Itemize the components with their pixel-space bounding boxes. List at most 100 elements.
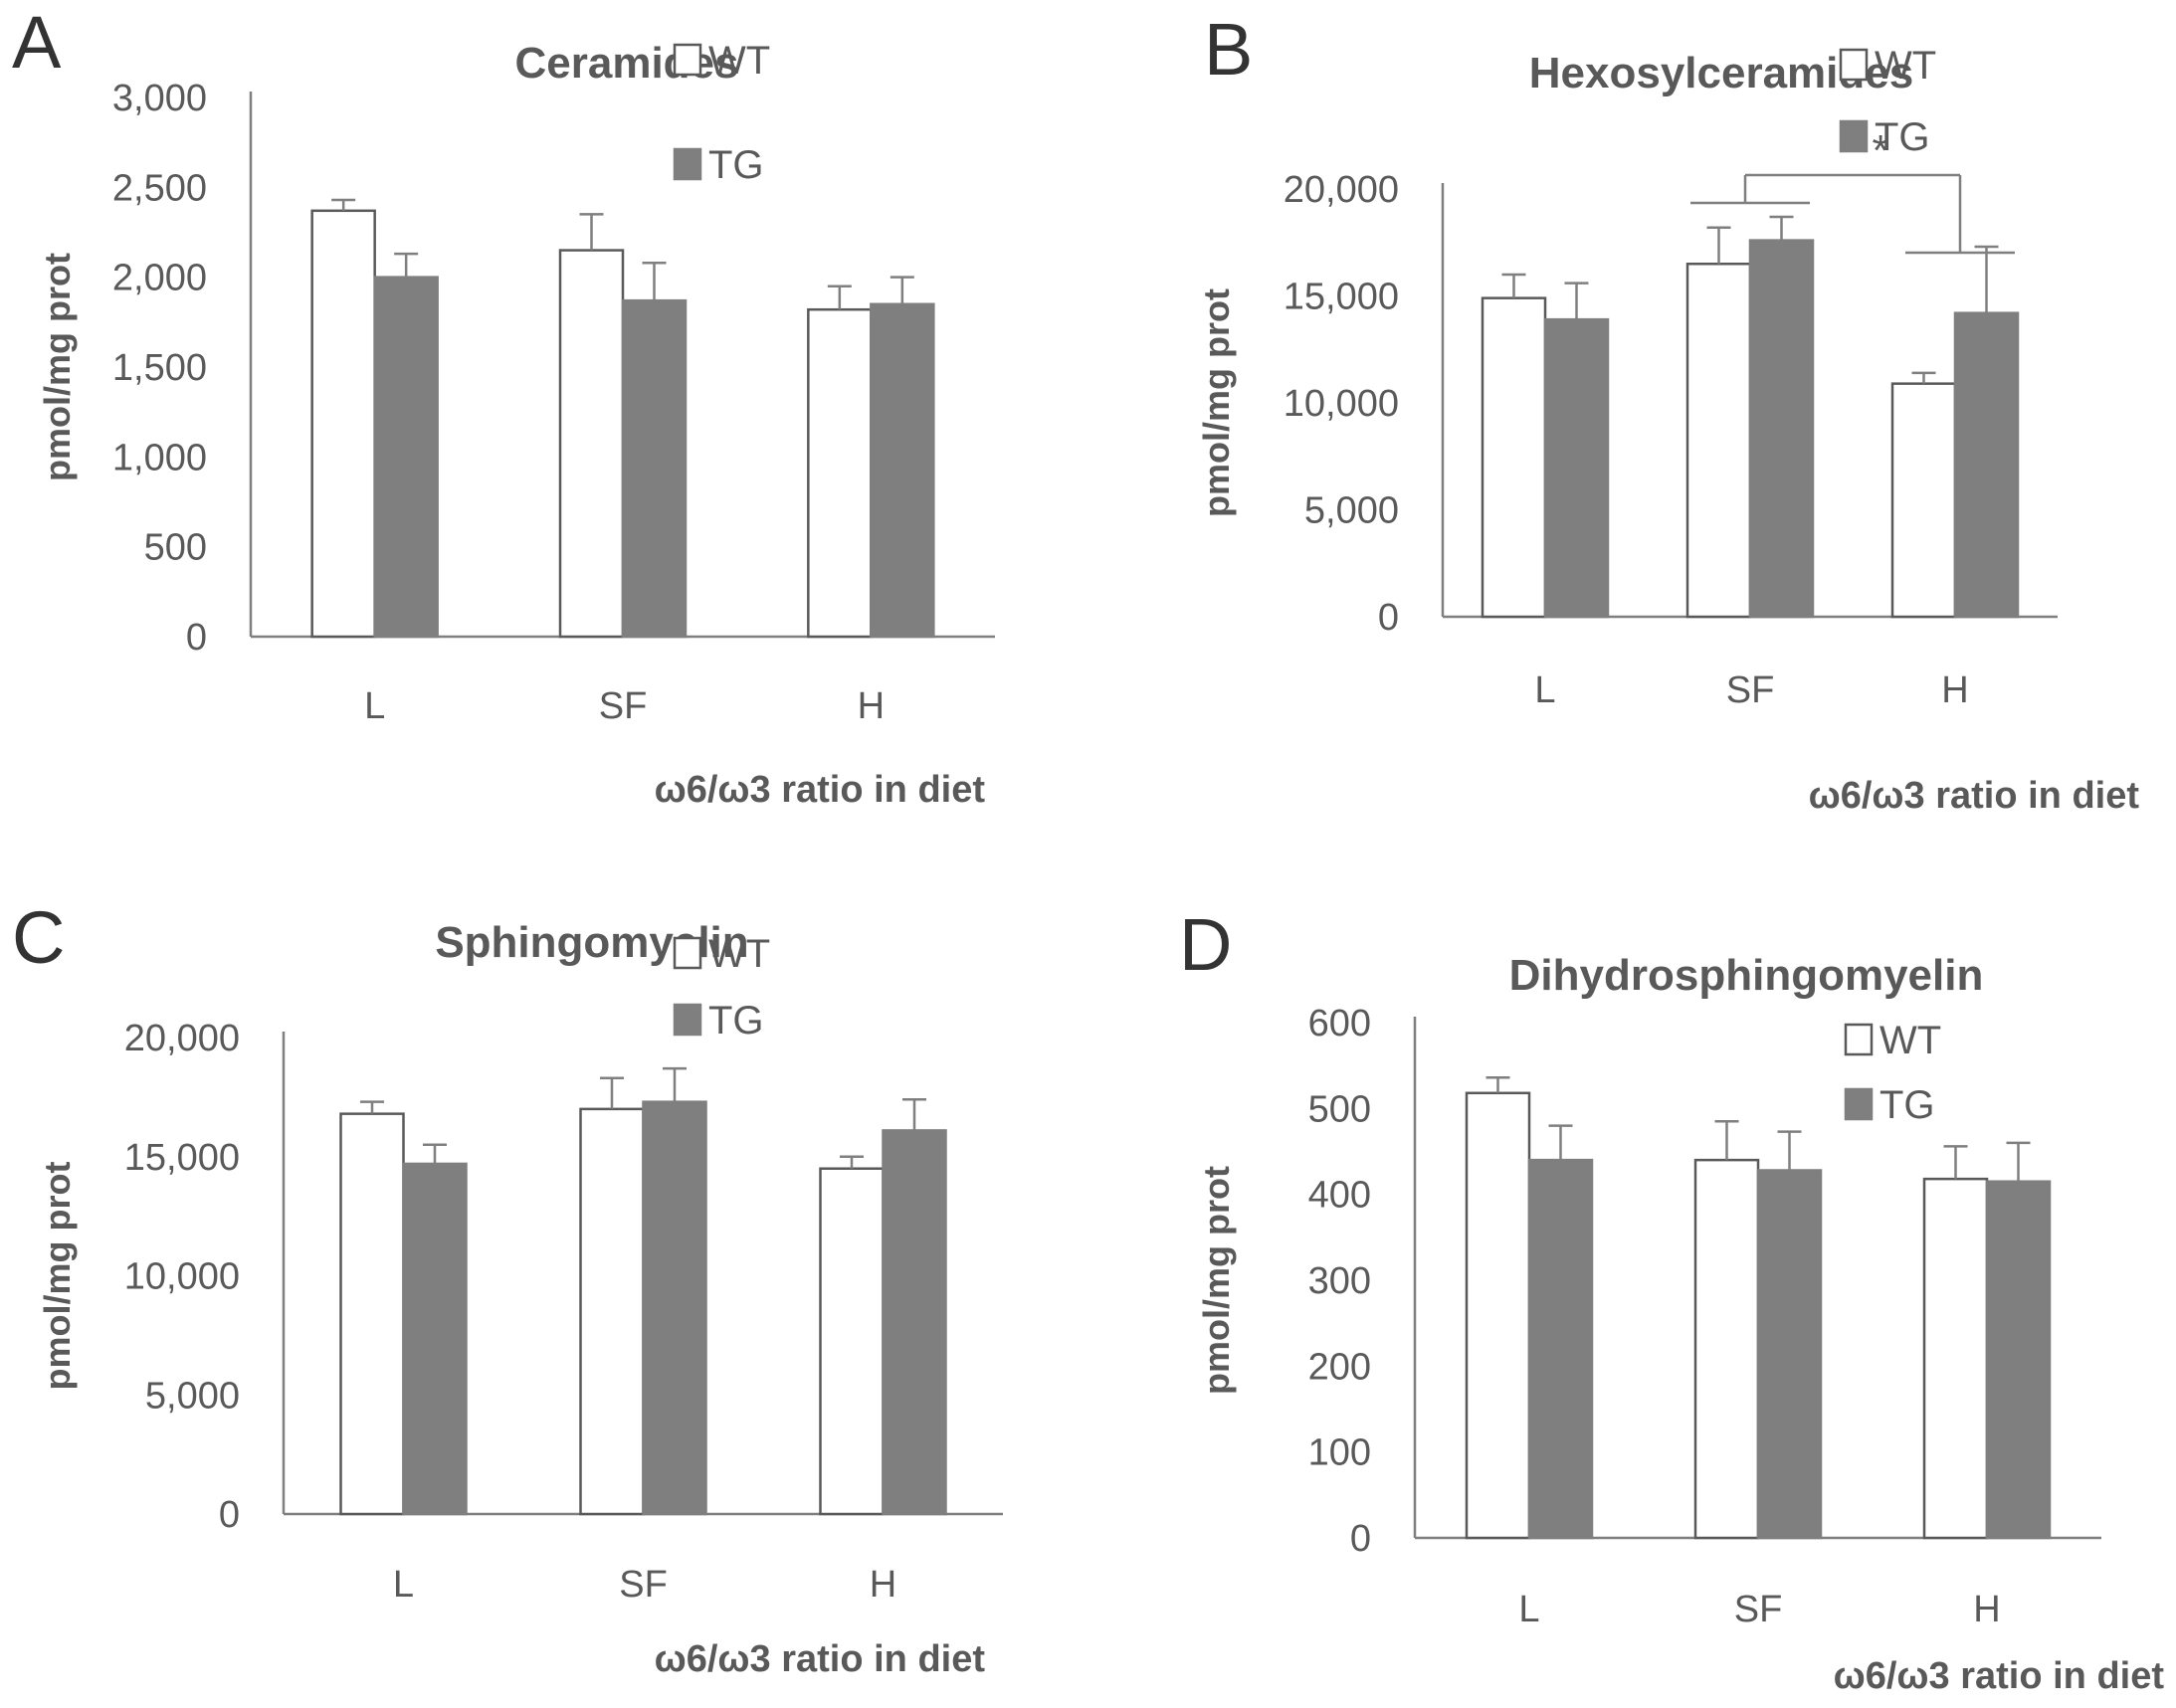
panel-letter: A [12,1,62,84]
panel-letter: C [12,896,65,979]
y-tick-label: 300 [1308,1260,1371,1302]
y-tick-label: 15,000 [1284,277,1399,318]
x-axis-label: ω6/ω3 ratio in diet [1809,775,2140,817]
panel-b: B Hexosylceramides05,00010,00015,00020,00… [1196,8,2139,817]
chart-title: Ceramides [514,39,738,88]
bar-wt-h [819,1167,885,1516]
bar-tg-sf [642,1100,707,1516]
x-tick-label: SF [1726,669,1775,711]
x-tick-label: L [393,1564,414,1606]
panel-c: C Sphingomyelin 0 5,000 10,000 15,000 20,000 pm… [12,896,1003,1680]
y-axis-label: pmol/mg prot [37,253,78,481]
legend-swatch-tg [1839,119,1869,153]
legend-swatch-wt [1844,1023,1874,1056]
legend: WT TG [1844,1019,1941,1127]
bar-tg-l [1527,1158,1594,1540]
bar-tg-l [1543,317,1610,619]
y-tick-label: 600 [1308,1003,1371,1044]
x-tick-label: L [364,685,385,727]
y-tick-label: 100 [1308,1432,1371,1474]
x-axis-label: ω6/ω3 ratio in diet [1834,1655,2165,1697]
x-tick-label: H [1941,669,1968,711]
legend-swatch-wt [673,43,702,77]
y-tick-label: 0 [219,1494,240,1536]
bar-tg-h [1985,1180,2052,1540]
x-axis-label: ω6/ω3 ratio in diet [655,769,986,811]
bar-tg-h [870,302,935,639]
y-tick-label: 400 [1308,1175,1371,1217]
y-tick-label: 3,000 [112,78,207,119]
y-tick-label: 0 [186,617,207,659]
x-tick-label: H [870,1564,896,1606]
y-tick-label: 10,000 [124,1256,240,1298]
x-tick-label: SF [1734,1589,1783,1630]
x-tick-label: H [858,685,885,727]
panel-letter: B [1204,8,1253,91]
x-tick-label: SF [599,685,648,727]
legend-swatch-wt [673,936,702,970]
chart-title: Sphingomyelin [435,918,748,967]
chart-title: Dihydrosphingomyelin [1509,951,1984,1000]
y-tick-label: 500 [1308,1088,1371,1130]
x-tick-label: H [1973,1589,2000,1630]
y-tick-label: 20,000 [124,1018,240,1059]
panel-a: A Ceramides 0 500 1,000 1,500 2,000 2,500 3,000 p… [12,1,995,811]
legend-swatch-tg [1844,1087,1874,1121]
bar-wt-sf [1685,263,1752,619]
bar-tg-l [402,1162,468,1516]
bar-tg-sf [621,298,688,639]
bar-wt-h [1922,1177,1989,1540]
y-tick-label: 0 [1378,597,1399,639]
legend-label-tg: TG [708,143,764,187]
legend-label-tg: TG [1879,1083,1935,1127]
y-tick-label: 200 [1308,1346,1371,1388]
bar-wt-h [807,307,873,639]
legend-swatch-wt [1839,48,1869,82]
y-tick-label: 500 [144,527,207,569]
legend-label-wt: WT [708,39,770,83]
legend: WT TG [673,39,770,187]
significance-mark: * [1872,126,1888,175]
x-tick-label: L [1534,669,1555,711]
x-axis-label: ω6/ω3 ratio in diet [655,1638,986,1680]
panel-letter: D [1179,903,1232,986]
bar-wt-sf [579,1107,645,1516]
bar-wt-h [1890,382,1957,619]
panel-d: D Dihydrosphingomyelin 0 100 200 300 400 500 600… [1179,903,2164,1697]
bar-wt-l [339,1112,405,1516]
legend-label-wt: WT [708,932,770,976]
y-tick-label: 10,000 [1284,383,1399,425]
legend: WT TG [673,932,770,1043]
legend-label-tg: TG [1875,115,1930,159]
y-tick-label: 20,000 [1284,169,1399,211]
bar-tg-h [882,1129,947,1516]
x-tick-label: L [1518,1589,1539,1630]
bar-tg-sf [1748,239,1815,619]
legend-swatch-tg [673,1003,702,1037]
y-tick-label: 1,500 [112,347,207,389]
bar-wt-sf [1693,1158,1760,1540]
bar-tg-l [373,276,439,639]
y-tick-label: 2,500 [112,167,207,209]
legend-label-wt: WT [1875,44,1936,88]
bar-tg-sf [1756,1169,1823,1540]
y-tick-label: 2,000 [112,258,207,299]
significance-bracket: * [1690,126,2015,255]
y-tick-label: 5,000 [145,1375,240,1417]
legend-label-wt: WT [1879,1019,1941,1062]
bar-tg-h [1953,311,2020,619]
legend-swatch-tg [673,147,702,181]
y-axis-label: pmol/mg prot [1196,1166,1237,1395]
x-tick-label: SF [619,1564,668,1606]
legend-label-tg: TG [708,999,764,1043]
y-axis-label: pmol/mg prot [1196,288,1237,517]
bar-wt-l [310,209,376,639]
y-tick-label: 1,000 [112,437,207,478]
bar-wt-l [1481,296,1547,619]
y-tick-label: 0 [1350,1518,1371,1560]
legend: WT TG [1839,44,1936,159]
y-axis-label: pmol/mg prot [37,1162,78,1391]
y-tick-label: 5,000 [1304,490,1399,532]
bar-wt-sf [558,249,625,639]
